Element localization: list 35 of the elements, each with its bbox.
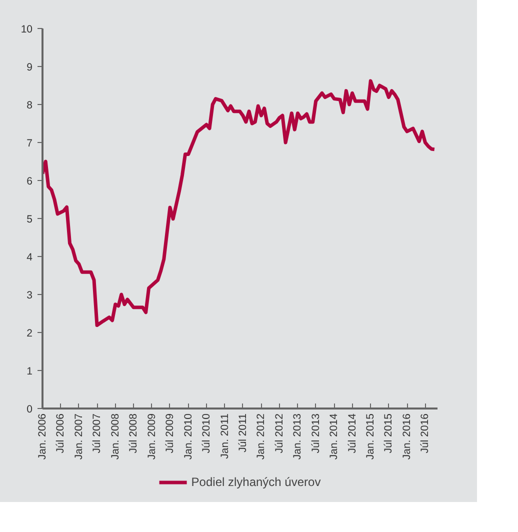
y-tick-label: 10 [20,24,33,36]
x-tick-label: Jan. 2009 [146,413,158,460]
x-tick-label: Júl 2016 [419,413,432,454]
x-tick-label: Jan. 2011 [218,413,231,459]
y-tick-label: 2 [26,328,33,340]
y-tick-label: 1 [26,366,33,378]
x-tick-label: Jan. 2014 [328,413,340,460]
legend-label: Podiel zlyhaných úverov [191,475,321,489]
y-tick-label: 6 [26,176,33,188]
x-tick-label: Júl 2007 [91,413,104,454]
x-tick-label: Jan. 2016 [401,413,414,460]
x-tick-label: Jan. 2015 [364,413,377,460]
x-tick-label: Jan. 2007 [72,413,85,460]
x-tick-label: Jan. 2008 [109,413,122,460]
y-tick-label: 3 [26,290,33,302]
x-tick-label: Júl 2013 [310,413,322,454]
x-tick-label: Júl 2015 [382,413,395,454]
x-tick-label: Jan. 2013 [292,413,304,460]
y-tick-label: 5 [26,214,33,226]
y-tick-label: 7 [26,138,33,150]
y-tick-label: 9 [26,62,33,74]
x-tick-label: Jan. 2012 [255,413,268,460]
x-tick-label: Jan. 2006 [36,413,48,460]
y-tick-label: 0 [26,404,33,416]
y-tick-label: 8 [26,100,33,112]
x-tick-label: Júl 2014 [346,413,358,454]
y-tick-label: 4 [26,252,33,264]
x-tick-label: Júl 2006 [54,413,67,454]
x-tick-label: Júl 2009 [164,413,176,454]
x-tick-label: Júl 2011 [236,413,249,452]
x-tick-label: Júl 2008 [128,413,140,454]
x-tick-label: Jan. 2010 [182,413,194,460]
line-series [42,79,436,328]
x-tick-label: Júl 2012 [273,413,286,454]
x-tick-label: Júl 2010 [200,413,212,454]
